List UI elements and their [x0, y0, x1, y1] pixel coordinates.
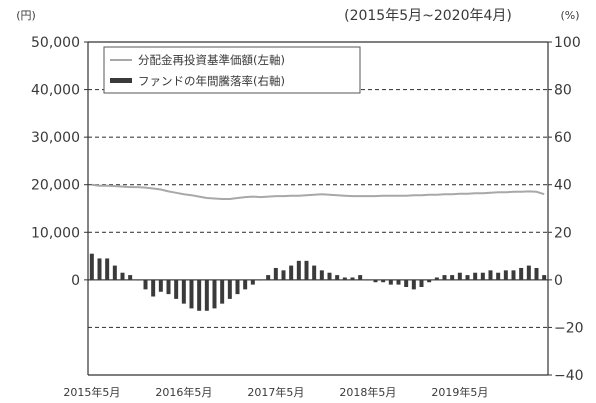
return-bar	[304, 260, 309, 280]
x-tick-label: 2019年5月	[431, 385, 488, 399]
return-bar	[158, 279, 163, 292]
return-bar	[404, 279, 409, 287]
return-bar	[266, 275, 271, 280]
nav-line	[91, 183, 545, 200]
x-tick-label: 2017年5月	[247, 385, 304, 399]
return-bar	[503, 270, 508, 280]
return-bar	[97, 258, 102, 280]
return-bar	[197, 279, 202, 311]
return-bar	[112, 265, 117, 280]
return-bar	[227, 279, 232, 299]
x-tick-label: 2015年5月	[63, 385, 120, 399]
return-bar	[365, 279, 370, 281]
return-bar	[312, 265, 317, 280]
return-bar	[496, 272, 501, 280]
right-tick-label: 40	[554, 178, 572, 194]
left-tick-label: 0	[71, 273, 80, 289]
right-axis-unit: (%)	[560, 9, 579, 22]
return-bar	[281, 270, 286, 280]
return-bar	[511, 270, 516, 280]
return-bar	[135, 279, 140, 281]
return-bar	[473, 272, 478, 280]
nav-line-layer	[91, 183, 545, 200]
right-tick-label: −20	[554, 320, 584, 336]
legend: 分配金再投資基準価額(左軸) ファンドの年間騰落率(右軸)	[103, 46, 361, 94]
return-bar	[151, 279, 156, 297]
return-bar	[419, 279, 424, 287]
return-bar	[542, 275, 547, 280]
return-bar	[327, 272, 332, 280]
return-bar	[450, 275, 455, 280]
legend-bar-swatch	[110, 78, 132, 83]
return-bar	[534, 267, 539, 280]
right-tick-label: 20	[554, 225, 572, 241]
return-bar	[212, 279, 217, 309]
return-bar	[235, 279, 240, 295]
return-bar	[411, 279, 416, 290]
legend-line-label: 分配金再投資基準価額(左軸)	[138, 53, 285, 67]
return-bar	[457, 272, 462, 280]
return-bar	[120, 272, 125, 280]
return-bar	[396, 279, 401, 285]
return-bar	[89, 253, 94, 280]
right-tick-label: 100	[554, 35, 581, 51]
return-bar	[296, 260, 301, 280]
return-bar	[243, 279, 248, 290]
annual-return-bars	[89, 253, 547, 311]
return-bar	[143, 279, 148, 290]
x-tick-label: 2016年5月	[155, 385, 212, 399]
left-tick-label: 40,000	[31, 83, 80, 99]
return-bar	[220, 279, 225, 304]
return-bar	[358, 275, 363, 280]
return-bar	[258, 279, 263, 281]
return-bar	[273, 267, 278, 280]
return-bar	[335, 275, 340, 280]
return-bar	[105, 258, 110, 280]
return-bar	[319, 270, 324, 280]
return-bar	[488, 270, 493, 280]
return-bar	[342, 277, 347, 280]
left-axis-unit: (円)	[16, 9, 36, 22]
legend-bar-label: ファンドの年間騰落率(右軸)	[138, 74, 285, 88]
right-tick-label: 80	[554, 83, 572, 99]
return-bar	[434, 277, 439, 280]
left-tick-label: 50,000	[31, 35, 80, 51]
gridlines	[88, 89, 548, 328]
return-bar	[519, 267, 524, 280]
right-axis-tick-labels: −40 −20 0 20 40 60 80 100	[548, 35, 584, 384]
x-tick-label: 2018年5月	[339, 385, 396, 399]
return-bar	[181, 279, 186, 304]
period-label: (2015年5月~2020年4月)	[344, 8, 512, 24]
right-tick-label: 0	[554, 273, 563, 289]
x-axis-tick-labels: 2015年5月 2016年5月 2017年5月 2018年5月 2019年5月	[63, 385, 488, 399]
return-bar	[465, 275, 470, 280]
right-tick-label: 60	[554, 130, 572, 146]
legend-box	[103, 46, 361, 94]
return-bar	[373, 279, 378, 283]
return-bar	[381, 279, 386, 283]
return-bar	[166, 279, 171, 295]
right-tick-label: −40	[554, 368, 584, 384]
return-bar	[480, 272, 485, 280]
left-tick-label: 10,000	[31, 225, 80, 241]
left-axis-tick-labels: 0 10,000 20,000 30,000 40,000 50,000	[31, 35, 88, 289]
return-bar	[204, 279, 209, 311]
return-bar	[388, 279, 393, 285]
return-bar	[289, 265, 294, 280]
return-bar	[189, 279, 194, 309]
return-bar	[128, 275, 133, 280]
return-bar	[526, 265, 531, 280]
return-bar	[250, 279, 255, 285]
left-tick-label: 20,000	[31, 178, 80, 194]
left-tick-label: 30,000	[31, 130, 80, 146]
return-bar	[442, 275, 447, 280]
return-bar	[350, 277, 355, 280]
plot-frame	[87, 41, 549, 376]
return-bar	[427, 279, 432, 283]
return-bar	[174, 279, 179, 299]
